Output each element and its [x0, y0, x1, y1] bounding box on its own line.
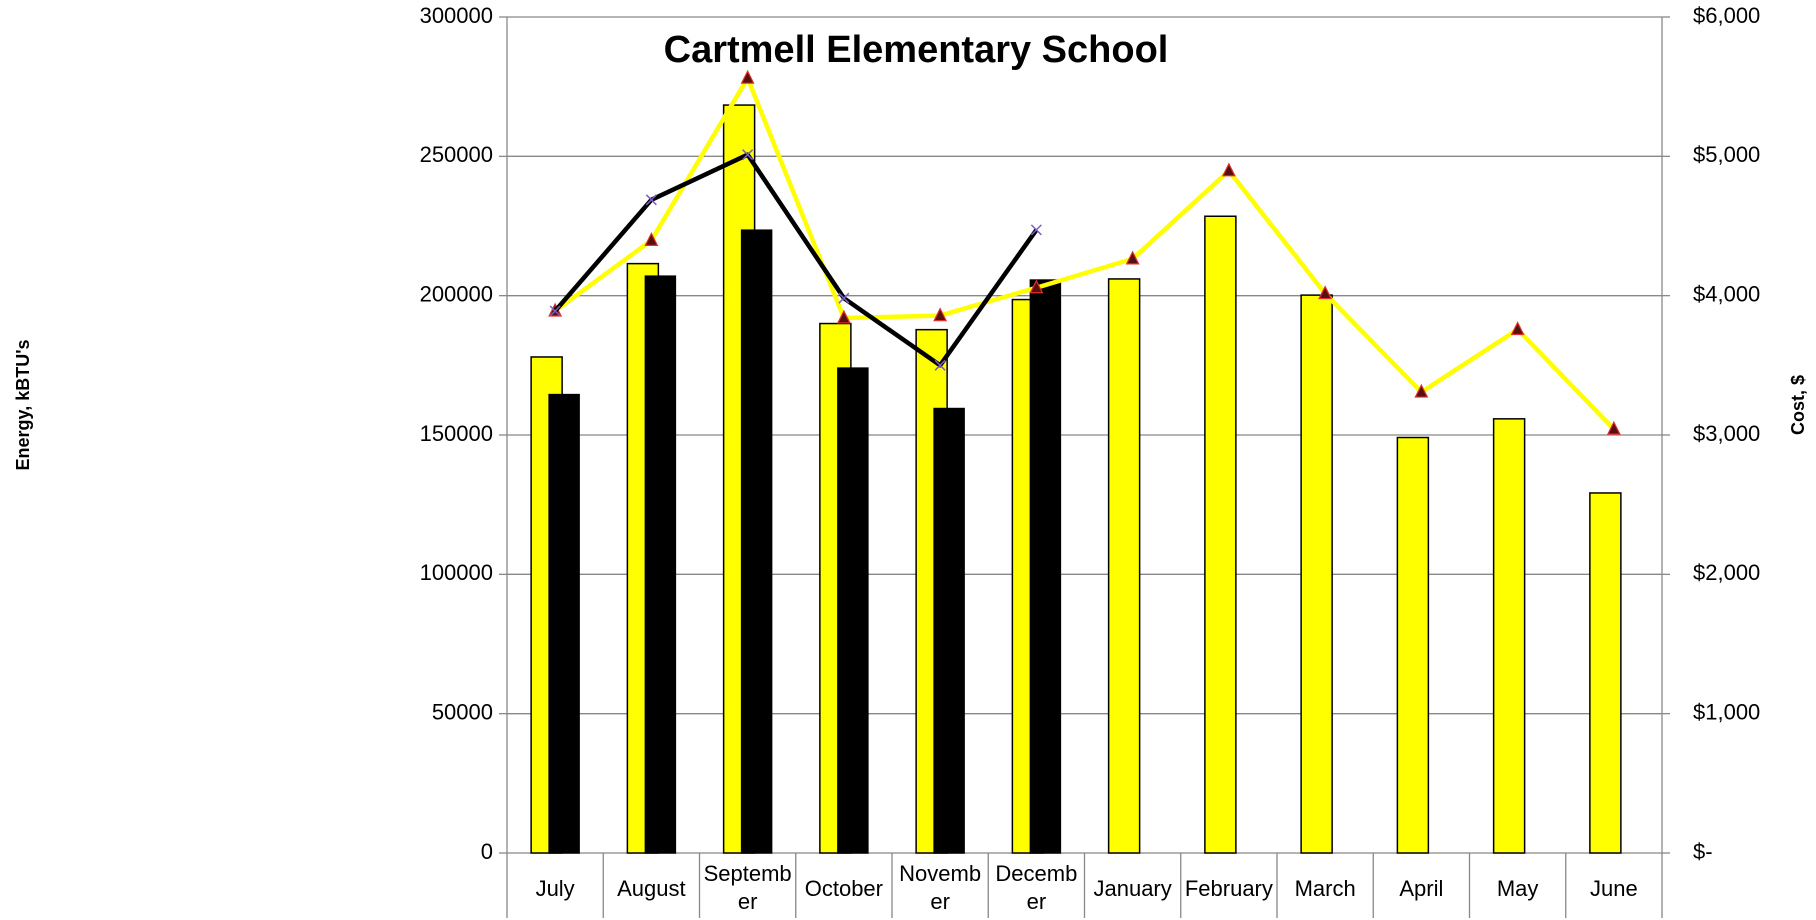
y-tick-label: 300000: [420, 3, 493, 28]
y-tick-label: 100000: [420, 560, 493, 585]
marker: [836, 309, 851, 324]
y2-tick-label: $4,000: [1693, 281, 1760, 306]
marker: [1318, 285, 1333, 300]
marker: [549, 305, 561, 317]
bar: [933, 407, 965, 854]
y-tick-label: 0: [481, 839, 493, 864]
marker: [645, 194, 657, 206]
y-tick-label: 50000: [432, 699, 493, 724]
x-tick-label: June: [1590, 876, 1638, 901]
y2-tick-label: $-: [1693, 839, 1713, 864]
bar: [1492, 418, 1526, 854]
bar: [1107, 278, 1141, 854]
y2-axis-title: Cost, $: [1788, 375, 1808, 435]
marker: [933, 307, 948, 322]
bar: [1029, 279, 1062, 854]
y2-tick-label: $1,000: [1693, 699, 1760, 724]
marker: [934, 359, 946, 371]
x-tick-label: April: [1399, 876, 1443, 901]
bar: [1396, 436, 1430, 854]
y2-tick-label: $5,000: [1693, 142, 1760, 167]
bar: [548, 393, 580, 854]
line: [553, 75, 1616, 431]
x-tick-label: Septemb er: [704, 861, 792, 914]
y-axis-title: Energy, kBTU's: [13, 340, 33, 471]
bar: [1589, 492, 1622, 854]
bar: [1204, 215, 1237, 854]
x-tick-label: March: [1295, 876, 1356, 901]
bar: [644, 275, 677, 854]
marker: [740, 69, 755, 84]
marker: [1030, 224, 1042, 236]
marker: [1510, 321, 1525, 336]
x-tick-label: October: [805, 876, 883, 901]
y-tick-label: 200000: [420, 281, 493, 306]
marker: [1029, 279, 1044, 294]
x-tick-label: August: [617, 876, 686, 901]
x-tick-label: May: [1497, 876, 1539, 901]
line: [553, 152, 1039, 368]
y2-tick-label: $3,000: [1693, 421, 1760, 446]
marker: [742, 149, 754, 161]
x-tick-label: Novemb er: [899, 861, 981, 914]
x-tick-label: July: [536, 876, 575, 901]
marker: [1606, 420, 1621, 435]
marker: [1125, 250, 1140, 265]
bar: [740, 229, 773, 854]
marker: [644, 232, 659, 246]
bar: [1300, 294, 1333, 854]
y-tick-label: 250000: [420, 142, 493, 167]
y2-tick-label: $6,000: [1693, 3, 1760, 28]
x-tick-label: Decemb er: [995, 861, 1077, 914]
y-tick-label: 150000: [420, 421, 493, 446]
x-tick-label: February: [1185, 876, 1273, 901]
marker: [1221, 162, 1236, 177]
bar: [837, 367, 869, 854]
x-tick-label: January: [1093, 876, 1171, 901]
marker: [838, 292, 850, 304]
marker: [1414, 383, 1429, 398]
chart-title: Cartmell Elementary School: [664, 29, 1169, 71]
y2-tick-label: $2,000: [1693, 560, 1760, 585]
